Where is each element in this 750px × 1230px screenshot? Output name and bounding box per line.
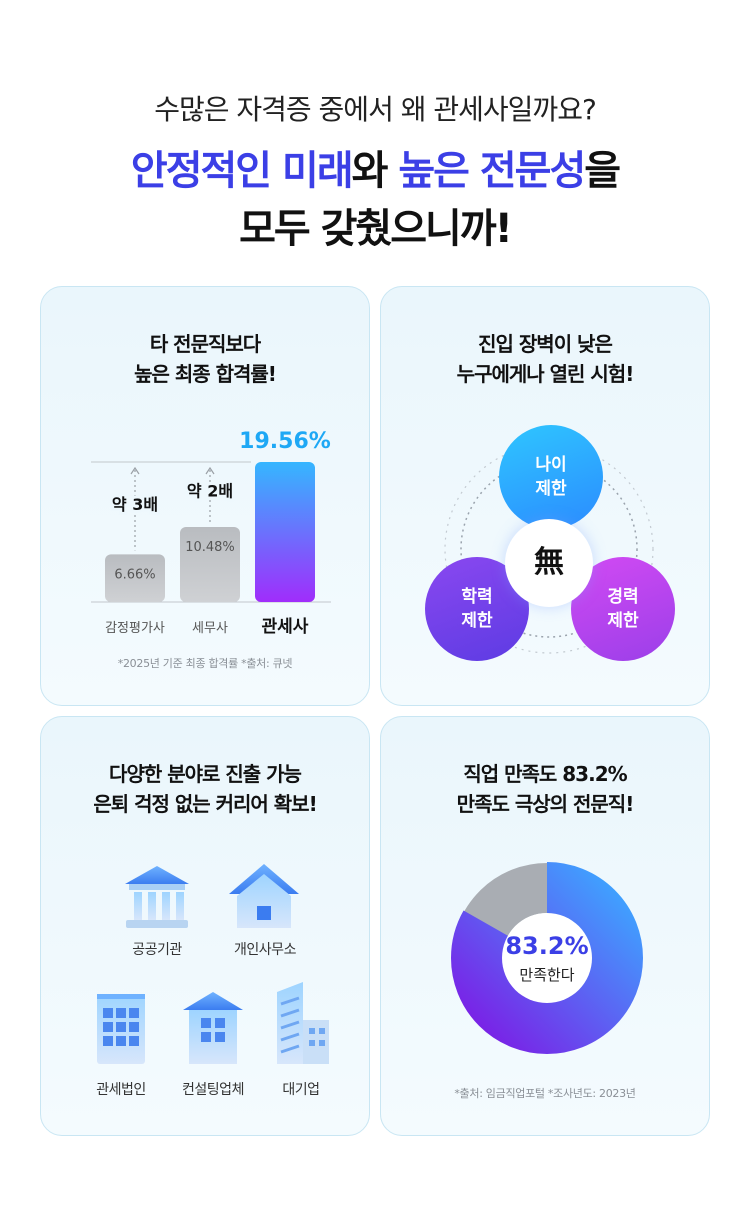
career-label-public: 공공기관: [132, 942, 182, 958]
bar-1: [180, 526, 240, 602]
bar-value-label-1: 10.48%: [185, 540, 235, 555]
title-particle: 을: [584, 148, 621, 194]
entry-title-line2: 누구에게나 열린 시험!: [456, 362, 635, 386]
career-label-customs-firm: 관세법인: [96, 1082, 146, 1098]
satisfaction-title-line1: 직업 만족도 83.2%: [463, 762, 627, 786]
career-card-title: 다양한 분야로 진출 가능 은퇴 걱정 없는 커리어 확보!: [41, 759, 369, 819]
experience-label-2: 제한: [607, 611, 639, 631]
satisfaction-title-line2: 만족도 극상의 전문직!: [456, 792, 635, 816]
education-label-2: 제한: [461, 611, 493, 631]
bar-value-label-0: 6.66%: [114, 567, 155, 582]
entry-barrier-card: 진입 장벽이 낮은 누구에게나 열린 시험! 나이 제한 학력 제한 경력 제한 無: [380, 286, 710, 706]
pass-rate-footnote: *2025년 기준 최종 합격률 *출처: 큐넷: [117, 657, 293, 670]
career-title-line2: 은퇴 걱정 없는 커리어 확보!: [93, 792, 317, 816]
bar-0: [105, 554, 165, 602]
entry-card-title: 진입 장벽이 낮은 누구에게나 열린 시험!: [381, 329, 709, 389]
category-label-1: 세무사: [192, 621, 228, 636]
page-header: 수많은 자격증 중에서 왜 관세사일까요? 안정적인 미래와 높은 전문성을 모…: [0, 88, 750, 258]
bar-arrow-head-1: [205, 466, 215, 475]
experience-label-1: 경력: [607, 587, 639, 607]
career-card: 다양한 분야로 진출 가능 은퇴 걱정 없는 커리어 확보! 공공기관 개인사무…: [40, 716, 370, 1136]
bar-value-label-2: 19.56%: [239, 429, 331, 454]
satisfaction-donut-chart: 83.2% 만족한다: [451, 862, 643, 1054]
career-label-large-company: 대기업: [282, 1082, 320, 1098]
donut-value: 83.2%: [505, 931, 589, 960]
pass-rate-title-line1: 타 전문직보다: [149, 332, 261, 356]
house-icon: [229, 864, 299, 928]
satisfaction-footnote: *출처: 임금직업포털 *조사년도: 2023년: [454, 1087, 636, 1100]
bank-icon: [125, 866, 189, 928]
satisfaction-card-title: 직업 만족도 83.2% 만족도 극상의 전문직!: [381, 759, 709, 819]
title-line2: 모두 갖췄으니까!: [239, 206, 513, 252]
category-label-0: 감정평가사: [105, 621, 165, 636]
skyscraper-icon: [277, 982, 329, 1064]
bar-arrow-head-0: [130, 466, 140, 475]
donut-center-label: 만족한다: [519, 965, 575, 984]
tower-building-icon: [183, 992, 243, 1064]
age-label-2: 제한: [535, 479, 567, 499]
career-label-consulting: 컨설팅업체: [182, 1082, 244, 1098]
title-highlight-future: 안정적인 미래: [130, 148, 354, 194]
donut-center: 83.2% 만족한다: [451, 862, 643, 1054]
pass-rate-title-line2: 높은 최종 합격률!: [134, 362, 277, 386]
title-highlight-expertise: 높은 전문성: [398, 148, 586, 194]
satisfaction-card: 직업 만족도 83.2% 만족도 극상의 전문직! 83.2% 만족한다 *출처…: [380, 716, 710, 1136]
age-label-1: 나이: [535, 455, 567, 475]
no-limit-center: 無: [505, 519, 593, 607]
bar-2: [255, 462, 315, 602]
office-building-icon: [97, 994, 145, 1064]
entry-title-line1: 진입 장벽이 낮은: [478, 332, 613, 356]
pass-rate-card-title: 타 전문직보다 높은 최종 합격률!: [41, 329, 369, 389]
category-label-2: 관세사: [262, 617, 309, 637]
career-title-line1: 다양한 분야로 진출 가능: [109, 762, 302, 786]
page-subtitle: 수많은 자격증 중에서 왜 관세사일까요?: [154, 93, 597, 126]
bar-annotation-0: 약 3배: [112, 495, 158, 514]
title-connector: 와: [351, 148, 399, 194]
donut-satisfied-slice: [451, 862, 643, 1054]
bar-annotation-1: 약 2배: [187, 481, 233, 500]
page-title: 안정적인 미래와 높은 전문성을 모두 갖췄으니까!: [0, 142, 750, 258]
career-label-private-office: 개인사무소: [234, 942, 296, 958]
education-label-1: 학력: [461, 587, 493, 607]
